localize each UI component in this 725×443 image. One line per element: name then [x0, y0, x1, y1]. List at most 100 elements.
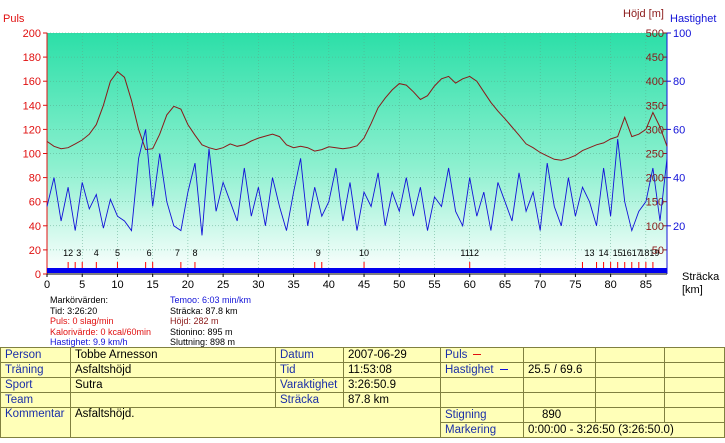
- puls-field[interactable]: [523, 347, 596, 363]
- empty-cell: [523, 377, 596, 393]
- empty-cell: [664, 377, 725, 393]
- lap-marker-label: 8: [192, 248, 197, 258]
- tid-field[interactable]: 11:53:08: [343, 362, 441, 378]
- y-right-height-title: Höjd [m]: [623, 8, 664, 20]
- empty-cell: [664, 362, 725, 378]
- stat-hojd: Höjd: 282 m: [170, 316, 219, 327]
- grid-lines: [46, 32, 667, 275]
- y-left-tick-label: 20: [29, 245, 41, 257]
- sport-field[interactable]: Sutra: [70, 377, 276, 393]
- x-tick-label: 0: [44, 279, 50, 291]
- axes: 0 20 40 60 80 100 120 140 160 180 200 0 5 10 15 20 25 30 3…: [23, 28, 692, 291]
- stat-tempo: Temoo: 6:03 min/km: [170, 295, 252, 305]
- lap-marker-label: 3: [76, 248, 81, 258]
- table-row: Person Tobbe Arnesson Datum 2007-06-29 P…: [0, 347, 725, 363]
- table-row: Team Sträcka 87.8 km: [0, 392, 725, 408]
- sport-label: Sport: [0, 377, 71, 393]
- varaktighet-label: Varaktighet: [275, 377, 344, 393]
- lap-marker-label: 1112: [460, 248, 479, 258]
- stigning-label: Stigning: [440, 407, 524, 423]
- stat-stigning: Stionino: 895 m: [170, 326, 233, 337]
- y-right-height-tick-label: 150: [646, 197, 664, 209]
- x-tick-label: 5: [79, 279, 85, 291]
- stracka-field[interactable]: 87.8 km: [343, 392, 441, 408]
- y-right-height-tick-label: 350: [646, 100, 664, 112]
- markering-label: Markering: [440, 422, 524, 438]
- hastighet-field[interactable]: 25.5 / 69.6: [523, 362, 596, 378]
- lap-marker-label: 1617: [622, 248, 642, 258]
- height-series-line: [46, 70, 668, 161]
- y-left-tick-label: 80: [29, 173, 41, 185]
- stigning-field[interactable]: 890: [523, 407, 596, 423]
- y-left-tick-label: 180: [23, 52, 41, 64]
- y-right-speed-tick-label: 20: [673, 221, 685, 233]
- y-left-tick-label: 200: [23, 28, 41, 40]
- datum-label: Datum: [275, 347, 344, 363]
- lap-marker-label: 4: [94, 248, 99, 258]
- x-tick-label: 75: [569, 279, 581, 291]
- x-tick-label: 70: [534, 279, 546, 291]
- markering-field[interactable]: 0:00:00 - 3:26:50 (3:26:50.0): [523, 422, 725, 438]
- datum-field[interactable]: 2007-06-29: [343, 347, 441, 363]
- stat-puls: Puls: 0 slag/min: [50, 316, 114, 327]
- stat-title: Markörvärden:: [50, 295, 109, 305]
- stracka-label: Sträcka: [275, 392, 344, 408]
- lap-marker-label: 5: [115, 248, 120, 258]
- x-tick-label: 40: [323, 279, 335, 291]
- lap-marker-label: 6: [147, 248, 152, 258]
- hastighet-legend: Hastighet: [440, 362, 524, 378]
- lap-marker-label: 7: [175, 248, 180, 258]
- lap-marker-label: 9: [316, 248, 321, 258]
- table-row: Markering 0:00:00 - 3:26:50 (3:26:50.0): [1, 422, 725, 438]
- table-row: Kommentar Asfaltshöjd. Stigning 890: [0, 407, 725, 438]
- y-right-height-tick-label: 450: [646, 52, 664, 64]
- distance-bar: [47, 268, 667, 273]
- hastighet-legend-line-icon: [499, 369, 508, 371]
- x-tick-label: 45: [358, 279, 370, 291]
- lap-marker-label: 1819: [639, 248, 659, 258]
- puls-label: Puls: [445, 349, 468, 361]
- marker-values-left: Markörvärden: Tid: 3:26:20 Puls: 0 slag/…: [50, 295, 151, 348]
- y-left-tick-label: 120: [23, 124, 41, 136]
- x-axis-unit: [km]: [682, 284, 703, 296]
- traning-field[interactable]: Asfaltshöjd: [70, 362, 276, 378]
- x-tick-label: 10: [111, 279, 123, 291]
- y-right-height-tick-label: 250: [646, 149, 664, 161]
- x-tick-label: 85: [640, 279, 652, 291]
- hastighet-label: Hastighet: [445, 364, 494, 376]
- stat-tid: Tid: 3:26:20: [50, 305, 98, 316]
- y-right-height-tick-label: 50: [652, 245, 664, 257]
- kommentar-label: Kommentar: [0, 407, 71, 438]
- varaktighet-field[interactable]: 3:26:50.9: [343, 377, 441, 393]
- x-tick-label: 55: [428, 279, 440, 291]
- empty-cell: [595, 407, 665, 423]
- empty-cell: [595, 377, 665, 393]
- y-right-height-tick-label: 100: [646, 221, 664, 233]
- x-tick-label: 50: [393, 279, 405, 291]
- y-right-speed-tick-label: 80: [673, 76, 685, 88]
- lap-marker-label: 14: [599, 248, 609, 258]
- training-chart: 0 20 40 60 80 100 120 140 160 180 200 0 5 10 15 20 25 30 3…: [3, 8, 720, 296]
- lap-marker-label: 10: [359, 248, 369, 258]
- puls-legend-line-icon: [473, 354, 482, 356]
- lap-marker-label: 15: [613, 248, 623, 258]
- y-right-speed-tick-label: 40: [673, 173, 685, 185]
- empty-cell: [595, 347, 665, 363]
- empty-cell: [440, 377, 524, 393]
- y-left-tick-label: 0: [35, 269, 41, 281]
- y-left-tick-label: 60: [29, 197, 41, 209]
- empty-cell: [595, 362, 665, 378]
- stat-stracka: Sträcka: 87.8 km: [170, 305, 238, 316]
- lap-marker-label: 13: [584, 248, 594, 258]
- person-field[interactable]: Tobbe Arnesson: [70, 347, 276, 363]
- x-tick-label: 25: [217, 279, 229, 291]
- team-field[interactable]: [70, 392, 276, 408]
- table-row: Träning Asfaltshöjd Tid 11:53:08 Hastigh…: [0, 362, 725, 378]
- puls-legend: Puls: [440, 347, 524, 363]
- empty-cell: [664, 392, 725, 408]
- stat-kalori: Kalorivärde: 0 kcal/60min: [50, 326, 152, 337]
- y-left-tick-label: 140: [23, 100, 41, 112]
- x-tick-label: 65: [499, 279, 511, 291]
- kommentar-field[interactable]: Asfaltshöjd.: [70, 407, 441, 438]
- y-left-title: Puls: [3, 13, 25, 25]
